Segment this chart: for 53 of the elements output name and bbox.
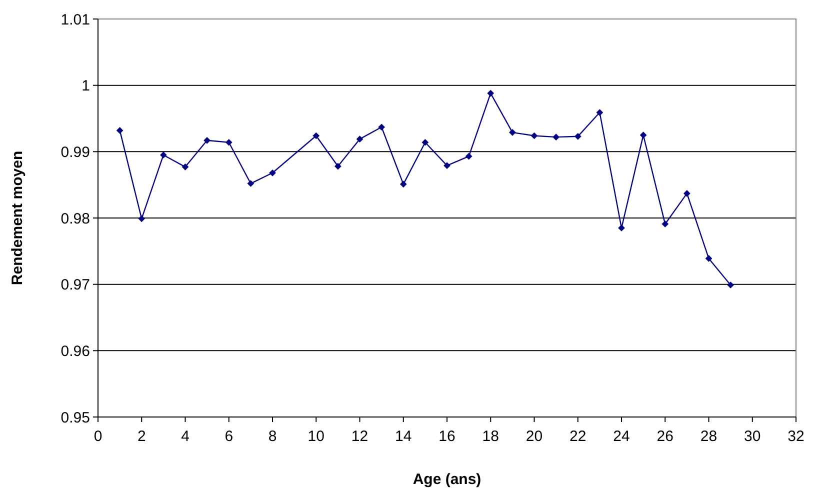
- point: [356, 136, 364, 142]
- x-tick-label: 26: [656, 428, 674, 445]
- point: [334, 162, 342, 170]
- x-tick-label: 16: [438, 428, 456, 445]
- point: [465, 152, 472, 160]
- point: [269, 169, 276, 176]
- point: [160, 152, 167, 158]
- x-tick-label: 12: [351, 428, 368, 445]
- point: [182, 163, 189, 170]
- point: [530, 132, 538, 140]
- y-tick-label: 1.01: [60, 11, 90, 28]
- x-tick-label: 0: [94, 428, 102, 445]
- x-tick-label: 30: [744, 428, 761, 445]
- point: [727, 282, 734, 288]
- x-tick-label: 28: [700, 428, 718, 445]
- point: [509, 129, 516, 136]
- y-tick-label: 0.95: [60, 409, 90, 426]
- point: [684, 190, 690, 197]
- x-tick-label: 32: [788, 428, 804, 445]
- point: [552, 134, 560, 141]
- point: [422, 138, 429, 146]
- y-tick-label: 1: [82, 78, 90, 95]
- point: [400, 180, 407, 188]
- x-tick-label: 10: [308, 428, 324, 445]
- point: [312, 132, 320, 140]
- point: [596, 109, 604, 116]
- point: [247, 180, 254, 187]
- point: [574, 132, 582, 140]
- x-tick-label: 14: [395, 428, 412, 445]
- point: [705, 255, 712, 262]
- x-tick-label: 22: [570, 428, 586, 445]
- point: [487, 90, 494, 97]
- point: [204, 136, 210, 144]
- x-tick-label: 8: [268, 428, 277, 445]
- y-tick-label: 0.97: [60, 276, 90, 294]
- point: [640, 132, 647, 139]
- x-tick-label: 6: [224, 428, 234, 445]
- x-tick-label: 18: [482, 428, 499, 445]
- y-tick-label: 0.99: [60, 144, 90, 161]
- x-tick-label: 24: [613, 428, 630, 445]
- x-axis-title: Age (ans): [412, 471, 482, 488]
- y-tick-label: 0.96: [60, 342, 90, 360]
- point: [444, 162, 450, 170]
- point: [378, 124, 385, 131]
- y-axis-title: Rendement moyen: [9, 150, 26, 286]
- x-tick-label: 4: [181, 428, 190, 445]
- point: [138, 215, 146, 222]
- x-tick-label: 2: [137, 428, 146, 445]
- y-tick-label: 0.98: [60, 210, 90, 228]
- point: [116, 127, 124, 134]
- point: [225, 138, 232, 146]
- x-tick-label: 20: [526, 428, 543, 445]
- point: [662, 220, 669, 228]
